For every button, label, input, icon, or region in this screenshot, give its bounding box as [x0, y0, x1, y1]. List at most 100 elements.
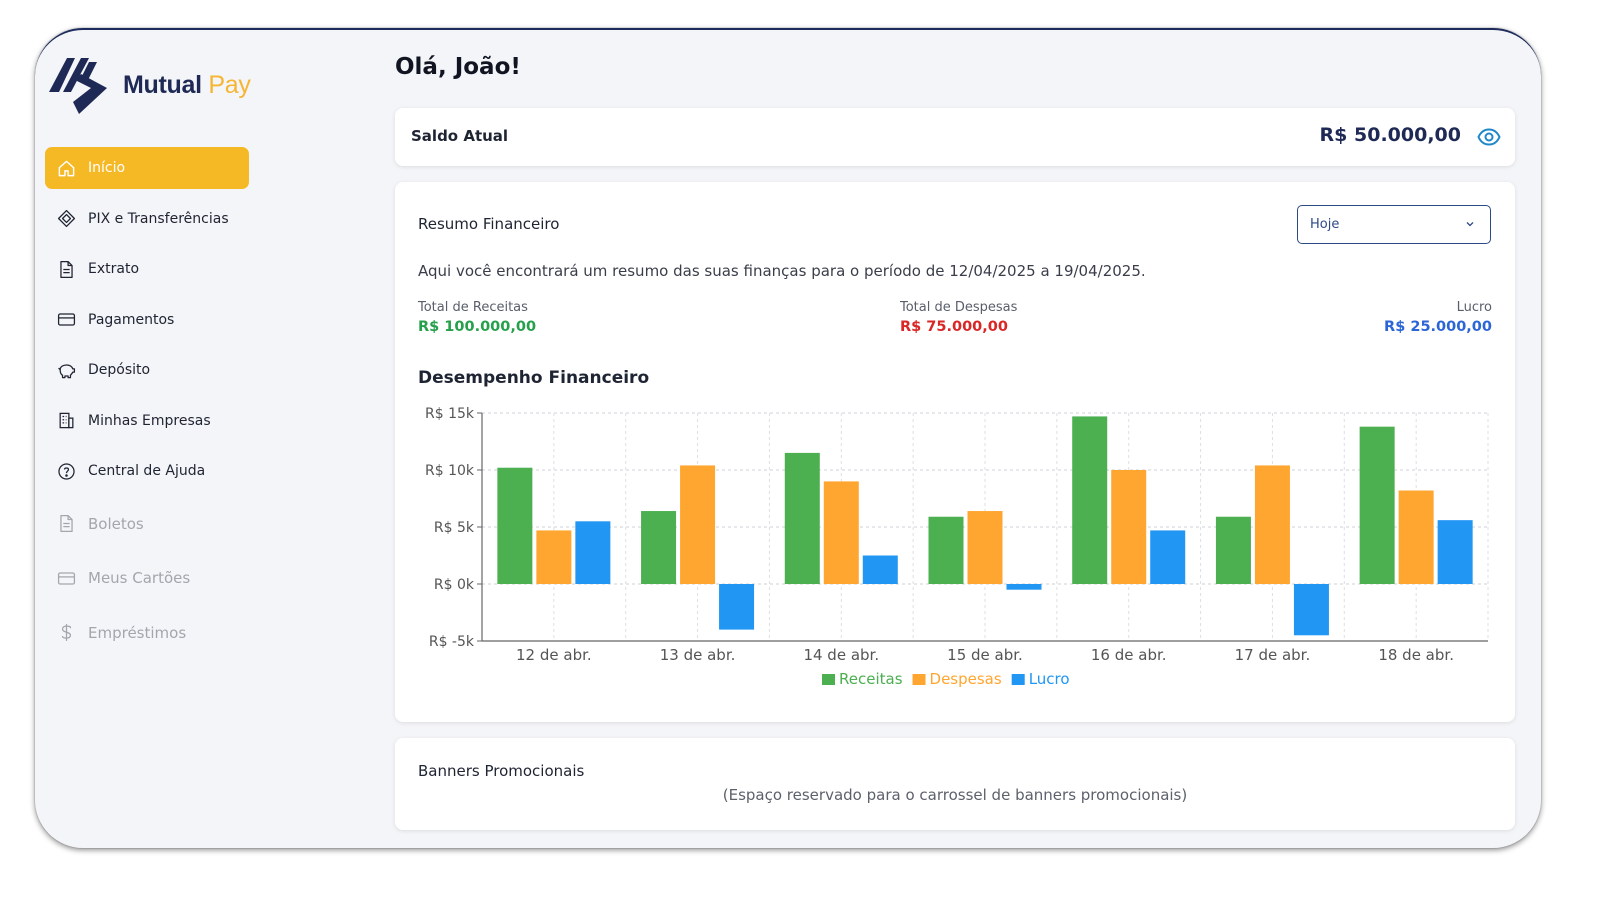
bar-lucro — [1150, 530, 1186, 584]
document-icon — [60, 260, 73, 278]
home-icon — [58, 160, 75, 176]
legend-label: Despesas — [930, 670, 1002, 688]
sidebar-item-label: Empréstimos — [88, 623, 187, 642]
promo-placeholder: (Espaço reservado para o carrossel de ba… — [722, 786, 1188, 804]
sidebar-item-pix[interactable]: PIX e Transferências — [45, 198, 249, 240]
bar-receitas — [1359, 426, 1395, 584]
legend-swatch — [822, 674, 835, 685]
bar-receitas — [1215, 516, 1251, 584]
bar-lucro — [862, 555, 898, 584]
x-tick-label: 14 de abr. — [803, 646, 879, 664]
chart-heading: Desempenho Financeiro — [418, 368, 650, 388]
sidebar-item-label: Meus Cartões — [88, 569, 191, 587]
x-tick-label: 12 de abr. — [516, 646, 592, 664]
pix-icon — [57, 209, 76, 228]
eye-icon[interactable] — [1477, 125, 1501, 149]
credit-card-icon — [57, 313, 76, 326]
x-tick-label: 16 de abr. — [1091, 646, 1167, 664]
piggy-bank-icon — [58, 363, 76, 378]
stat-revenue-label: Total de Receitas — [418, 300, 528, 315]
balance-value: R$ 50.000,00 — [1319, 124, 1461, 146]
sidebar-item-label: Pagamentos — [88, 311, 175, 328]
stat-expenses: Total de Despesas R$ 75.000,00 — [900, 300, 1017, 335]
x-tick-label: 15 de abr. — [947, 646, 1023, 664]
stat-revenue-value: R$ 100.000,00 — [418, 319, 537, 335]
sidebar-item-label: Central de Ajuda — [88, 463, 206, 479]
bar-lucro — [719, 584, 755, 630]
y-tick-label: R$ 0k — [434, 577, 475, 593]
sidebar-item-boletos: Boletos — [45, 501, 249, 547]
legend-label: Lucro — [1029, 670, 1070, 688]
period-select-value: Hoje — [1310, 217, 1340, 232]
bar-despesas — [1254, 465, 1290, 584]
bar-despesas — [1111, 470, 1147, 584]
y-tick-label: R$ 10k — [425, 463, 475, 479]
stat-revenue: Total de Receitas R$ 100.000,00 — [418, 300, 536, 335]
bar-despesas — [823, 481, 859, 584]
credit-card-icon — [57, 571, 76, 585]
app-window: Mutual Pay Início PIX e Transferências E… — [35, 28, 1541, 848]
period-select[interactable]: Hoje — [1297, 205, 1491, 244]
sidebar-item-emprestimos: Empréstimos — [45, 610, 249, 656]
sidebar-item-extrato[interactable]: Extrato — [45, 248, 249, 290]
bar-lucro — [1006, 584, 1042, 590]
sidebar-item-deposito[interactable]: Depósito — [45, 349, 249, 391]
sidebar-item-pagamentos[interactable]: Pagamentos — [45, 299, 249, 341]
bar-despesas — [967, 511, 1003, 584]
y-tick-label: R$ 15k — [425, 406, 475, 422]
legend-swatch — [1011, 674, 1025, 685]
summary-description: Aqui você encontrará um resumo das suas … — [418, 262, 1146, 280]
legend-swatch — [912, 674, 926, 685]
bar-receitas — [784, 452, 820, 584]
financial-summary-card: Resumo Financeiro Hoje Aqui você encontr… — [395, 182, 1515, 722]
mutual-pay-logo-icon — [49, 58, 107, 114]
document-icon — [60, 514, 73, 533]
bar-receitas — [641, 511, 677, 584]
help-circle-icon — [58, 462, 75, 480]
sidebar-item-meus-cartoes: Meus Cartões — [45, 555, 249, 601]
promo-banners-card: Banners Promocionais (Espaço reservado p… — [395, 738, 1515, 830]
chevron-down-icon — [1466, 222, 1474, 227]
stat-expenses-label: Total de Despesas — [900, 300, 1018, 315]
y-tick-label: R$ 5k — [434, 520, 475, 536]
brand-name-accent: Pay — [208, 70, 251, 99]
stat-profit-value: R$ 25.000,00 — [1384, 319, 1492, 335]
bar-despesas — [1398, 490, 1434, 584]
balance-label: Saldo Atual — [411, 127, 509, 145]
bar-despesas — [680, 465, 716, 584]
bar-despesas — [536, 530, 572, 584]
brand-name: Mutual — [123, 70, 202, 99]
sidebar-item-minhas-empresas[interactable]: Minhas Empresas — [45, 400, 249, 442]
sidebar-item-label: Minhas Empresas — [88, 412, 211, 429]
balance-card: Saldo Atual R$ 50.000,00 — [395, 108, 1515, 166]
dollar-icon — [61, 623, 72, 642]
summary-title: Resumo Financeiro — [418, 215, 560, 233]
promo-title: Banners Promocionais — [418, 762, 585, 780]
sidebar-item-label: Depósito — [88, 362, 151, 378]
x-tick-label: 13 de abr. — [660, 646, 736, 664]
legend-label: Receitas — [839, 670, 903, 688]
y-tick-label: R$ -5k — [429, 634, 475, 650]
x-tick-label: 18 de abr. — [1378, 646, 1454, 664]
sidebar-nav: Início PIX e Transferências Extrato Paga… — [45, 147, 249, 664]
bar-lucro — [575, 521, 611, 584]
x-tick-label: 17 de abr. — [1235, 646, 1311, 664]
logo: Mutual Pay — [45, 52, 251, 118]
sidebar-item-label: Boletos — [88, 514, 144, 533]
chart-svg: R$ 15k R$ 10k R$ 5k R$ 0k R$ -5k 12 de abr. 13… — [425, 406, 1489, 688]
performance-chart: R$ 15k R$ 10k R$ 5k R$ 0k R$ -5k 12 de abr. 13… — [395, 402, 1515, 702]
page-title: Olá, João! — [395, 54, 521, 80]
sidebar-item-label: PIX e Transferências — [88, 210, 229, 227]
sidebar-item-label: Extrato — [88, 261, 140, 277]
sidebar-item-central-de-ajuda[interactable]: Central de Ajuda — [45, 450, 249, 492]
bar-receitas — [497, 467, 533, 584]
stat-profit-label: Lucro — [1456, 300, 1492, 315]
sidebar-item-inicio[interactable]: Início — [45, 147, 249, 189]
bar-lucro — [1437, 520, 1473, 584]
sidebar-item-label: Início — [88, 160, 126, 176]
bar-lucro — [1293, 584, 1329, 636]
stat-expenses-value: R$ 75.000,00 — [900, 319, 1008, 335]
bar-receitas — [1072, 416, 1108, 584]
building-icon — [59, 412, 74, 429]
stat-profit: Lucro R$ 25.000,00 — [1384, 300, 1492, 335]
